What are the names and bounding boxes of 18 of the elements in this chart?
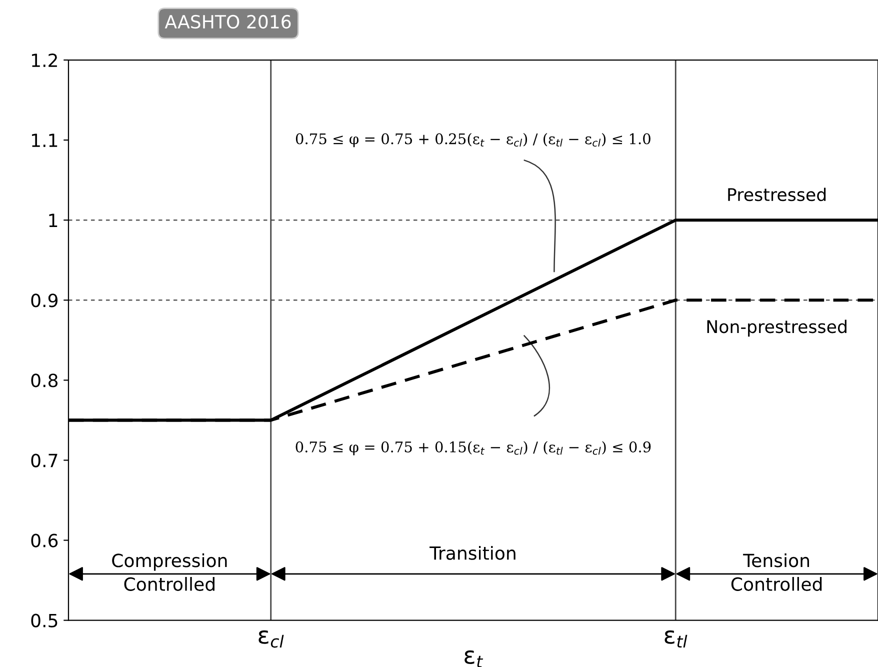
text: 0.75 ≤ φ = 0.75 + 0.25(ε$_{t}$ − ε$_{cl}$) / (ε$_{tl}$ − ε$_{cl}$) ≤ 1.0 bbox=[296, 132, 650, 148]
series-label: Prestressed bbox=[728, 188, 826, 202]
y-tick-label: 1.2 bbox=[32, 53, 57, 67]
y-tick-label: 1.1 bbox=[32, 134, 58, 147]
annotation: Tension Controlled bbox=[731, 553, 822, 591]
annotation: Compression Controlled bbox=[112, 553, 227, 591]
y-tick-label: 0.6 bbox=[31, 534, 58, 548]
y-tick-label: 0.9 bbox=[31, 294, 58, 308]
series-label: Non-prestressed bbox=[707, 320, 846, 337]
x-tick-label: ε$_{cl}$ bbox=[258, 630, 284, 648]
annotation: Transition bbox=[430, 546, 516, 560]
text: 0.75 ≤ φ = 0.75 + 0.15(ε$_{t}$ − ε$_{cl}$) / (ε$_{tl}$ − ε$_{cl}$) ≤ 0.9 bbox=[296, 441, 651, 456]
y-tick-label: 0.7 bbox=[31, 454, 58, 468]
chart-title: AASHTO 2016 bbox=[164, 14, 291, 29]
y-tick-label: 0.8 bbox=[31, 374, 58, 388]
y-tick-label: 1 bbox=[49, 214, 58, 227]
x-tick-label: ε$_{tl}$ bbox=[664, 630, 688, 648]
y-tick-label: 0.5 bbox=[31, 614, 58, 628]
